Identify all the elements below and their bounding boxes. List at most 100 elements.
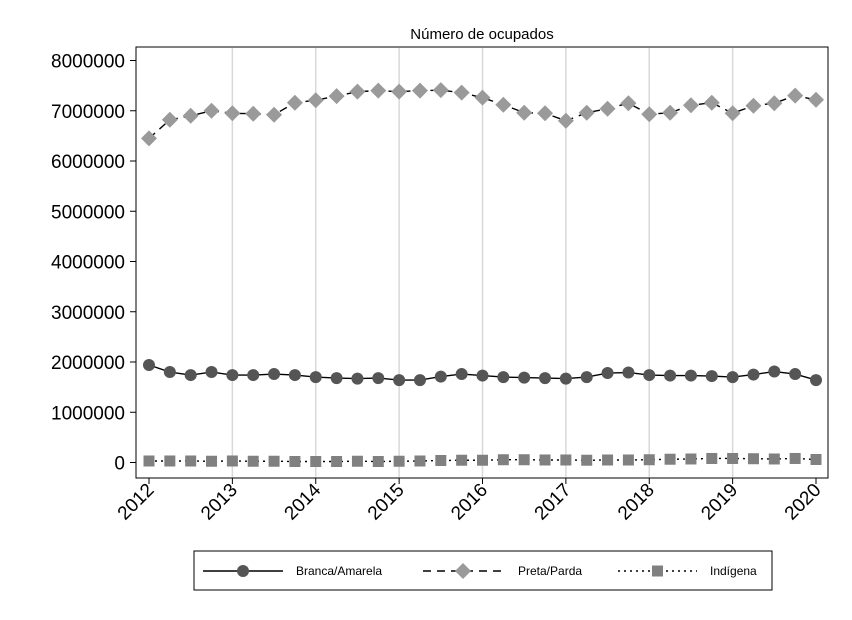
point-branca-amarela [205, 366, 218, 379]
point-indigena [789, 452, 801, 464]
point-branca-amarela [372, 372, 385, 385]
point-branca-amarela [643, 369, 656, 382]
point-indigena [622, 454, 634, 466]
point-preta-parda [808, 91, 824, 108]
series [141, 82, 824, 467]
point-branca-amarela [309, 371, 322, 384]
point-indigena [497, 454, 509, 466]
ytick-label-5000000: 5000000 [51, 202, 125, 223]
point-indigena [164, 455, 176, 467]
point-branca-amarela [163, 366, 176, 379]
point-branca-amarela [518, 371, 531, 384]
legend-key-marker-indigena [652, 565, 663, 577]
point-indigena [727, 452, 739, 464]
point-branca-amarela [330, 372, 343, 385]
point-indigena [664, 453, 676, 465]
point-branca-amarela [434, 370, 447, 383]
point-indigena [206, 455, 218, 467]
point-branca-amarela [226, 369, 239, 382]
point-branca-amarela [351, 372, 364, 385]
point-preta-parda [682, 97, 699, 114]
point-preta-parda [203, 102, 220, 119]
point-indigena [685, 453, 697, 465]
point-preta-parda [516, 104, 533, 121]
point-indigena [393, 455, 405, 467]
point-branca-amarela [580, 371, 593, 384]
point-preta-parda [599, 100, 616, 117]
point-branca-amarela [268, 368, 281, 381]
point-branca-amarela [247, 369, 260, 382]
legend: Branca/Amarela Preta/Parda Indígena [193, 550, 773, 591]
ytick-label-7000000: 7000000 [51, 102, 125, 123]
point-branca-amarela [476, 369, 489, 382]
point-branca-amarela [810, 374, 822, 387]
legend-label-branca-amarela: Branca/Amarela [296, 564, 382, 578]
point-preta-parda [328, 88, 345, 105]
point-indigena [456, 454, 468, 466]
point-preta-parda [662, 104, 679, 121]
point-preta-parda [391, 83, 408, 100]
point-indigena [581, 454, 593, 466]
point-indigena [414, 455, 426, 467]
ytick-label-3000000: 3000000 [51, 303, 125, 324]
series-branca-amarela [143, 359, 822, 387]
point-branca-amarela [184, 369, 197, 382]
point-indigena [747, 453, 759, 465]
point-indigena [351, 455, 363, 467]
point-branca-amarela [601, 367, 614, 380]
legend-key-marker-preta-parda [455, 563, 471, 579]
point-branca-amarela [393, 374, 406, 387]
point-branca-amarela [539, 372, 552, 385]
point-branca-amarela [455, 368, 468, 381]
point-preta-parda [724, 105, 741, 122]
point-preta-parda [349, 83, 366, 100]
point-branca-amarela [143, 359, 155, 372]
point-indigena [331, 455, 343, 467]
point-indigena [539, 454, 551, 466]
point-preta-parda [286, 94, 303, 111]
point-branca-amarela [288, 369, 301, 382]
series-indigena [143, 452, 822, 467]
point-preta-parda [474, 89, 491, 106]
point-indigena [810, 453, 822, 465]
point-preta-parda [224, 105, 241, 122]
point-branca-amarela [622, 366, 635, 379]
ytick-label-1000000: 1000000 [51, 403, 125, 424]
point-branca-amarela [705, 370, 718, 383]
point-preta-parda [641, 106, 658, 123]
point-preta-parda [453, 84, 470, 101]
point-indigena [185, 455, 197, 467]
point-preta-parda [266, 106, 283, 123]
point-indigena [643, 454, 655, 466]
point-indigena [706, 452, 718, 464]
point-branca-amarela [768, 365, 781, 378]
ytick-label-4000000: 4000000 [51, 253, 125, 274]
point-indigena [477, 454, 488, 466]
point-preta-parda [161, 111, 178, 128]
point-preta-parda [411, 82, 428, 99]
point-indigena [310, 455, 322, 467]
legend-label-preta-parda: Preta/Parda [518, 564, 582, 578]
point-preta-parda [370, 82, 387, 99]
ytick-label-8000000: 8000000 [51, 52, 125, 73]
point-preta-parda [495, 96, 512, 113]
point-indigena [247, 455, 259, 467]
point-preta-parda [245, 105, 262, 122]
legend-key-marker-branca-amarela [237, 565, 249, 577]
point-indigena [143, 455, 155, 467]
point-preta-parda [557, 112, 574, 129]
point-indigena [560, 454, 572, 466]
point-branca-amarela [413, 374, 426, 387]
point-branca-amarela [684, 369, 697, 382]
point-indigena [268, 455, 280, 467]
ytick-label-0: 0 [114, 454, 125, 475]
point-preta-parda [766, 95, 783, 112]
ytick-label-2000000: 2000000 [51, 353, 125, 374]
point-preta-parda [703, 94, 720, 111]
point-preta-parda [182, 107, 199, 124]
point-preta-parda [578, 104, 595, 121]
point-indigena [289, 455, 301, 467]
point-preta-parda [307, 92, 324, 109]
